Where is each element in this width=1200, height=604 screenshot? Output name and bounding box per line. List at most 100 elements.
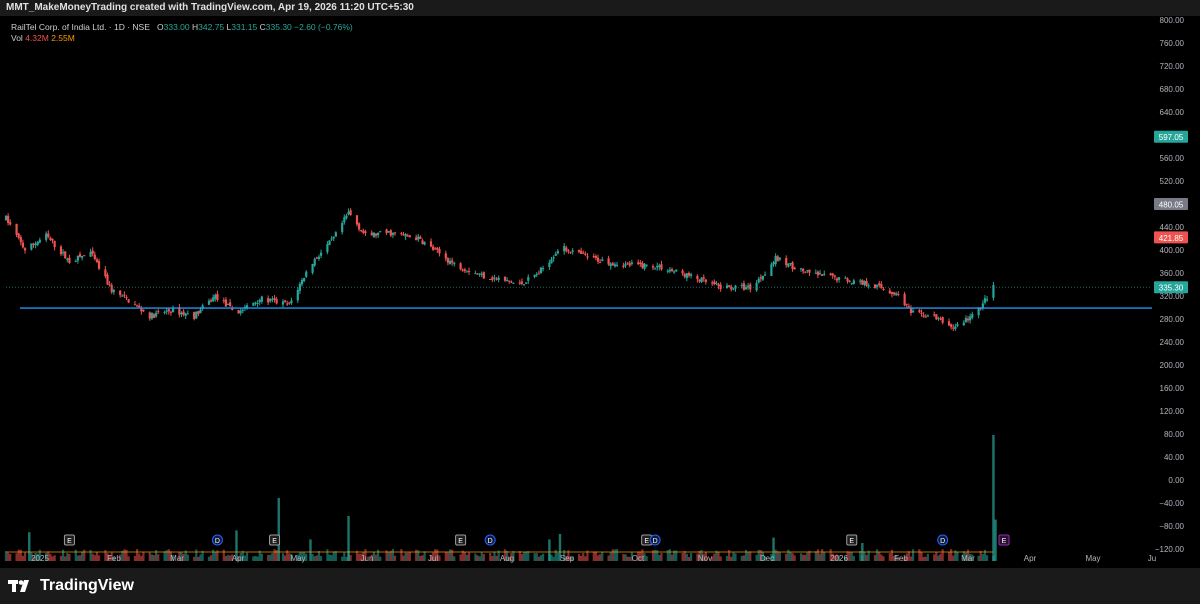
volume-bar bbox=[755, 554, 758, 561]
volume-bar bbox=[51, 556, 54, 561]
candle-body bbox=[38, 239, 41, 243]
volume-spike-bar bbox=[28, 532, 31, 561]
volume-bar bbox=[372, 551, 376, 561]
candle-body bbox=[846, 278, 849, 282]
candle-body bbox=[518, 282, 521, 284]
candle-body bbox=[981, 303, 984, 309]
volume-bar bbox=[123, 549, 126, 561]
candle-body bbox=[400, 233, 403, 235]
candle-body bbox=[924, 316, 927, 318]
candle-body bbox=[964, 318, 968, 323]
candle-body bbox=[890, 292, 894, 295]
volume-bar bbox=[878, 551, 881, 561]
candle-body bbox=[315, 257, 318, 259]
earnings-marker-label: E bbox=[1002, 538, 1007, 545]
volume-bar bbox=[260, 553, 263, 561]
candle-body bbox=[818, 272, 822, 275]
volume-bar bbox=[719, 556, 722, 561]
candle-body bbox=[434, 248, 437, 250]
volume-bar bbox=[804, 554, 807, 561]
candle-body bbox=[966, 318, 970, 321]
volume-bar bbox=[497, 550, 500, 561]
volume-bar bbox=[732, 552, 735, 561]
candle-body bbox=[907, 306, 910, 308]
volume-spike-bar bbox=[548, 539, 551, 561]
candle-body bbox=[283, 300, 287, 302]
candle-body bbox=[271, 299, 274, 301]
volume-bar bbox=[535, 552, 538, 561]
candle-body bbox=[482, 272, 485, 279]
volume-bar bbox=[330, 555, 333, 561]
volume-bar bbox=[865, 554, 868, 561]
volume-bar bbox=[387, 552, 390, 561]
candle-body bbox=[49, 237, 52, 240]
candle-body bbox=[683, 274, 686, 277]
candle-body bbox=[926, 315, 929, 317]
tradingview-logo[interactable]: TradingView bbox=[8, 577, 134, 595]
candle-body bbox=[918, 310, 921, 313]
volume-bar bbox=[305, 553, 308, 561]
volume-bar bbox=[199, 554, 202, 561]
candle-body bbox=[698, 279, 701, 282]
candle-body bbox=[436, 247, 439, 250]
candle-body bbox=[567, 250, 570, 252]
volume-bar bbox=[814, 551, 817, 561]
candle-body bbox=[757, 278, 760, 283]
volume-bar bbox=[808, 550, 811, 561]
candle-body bbox=[852, 280, 855, 284]
candle-body bbox=[438, 248, 441, 254]
volume-bar bbox=[761, 551, 765, 561]
candle-body bbox=[873, 284, 877, 289]
volume-bar bbox=[89, 549, 92, 561]
candle-body bbox=[772, 262, 775, 265]
volume-bar bbox=[969, 553, 972, 561]
candle-body bbox=[673, 271, 676, 273]
candle-body bbox=[150, 312, 153, 319]
volume-spike-bar bbox=[347, 516, 350, 561]
candle-body bbox=[641, 262, 644, 268]
candle-body bbox=[715, 283, 718, 285]
time-axis-label: Apr bbox=[232, 554, 245, 563]
volume-bar bbox=[599, 554, 602, 561]
candle-body bbox=[30, 243, 33, 250]
candle-body bbox=[74, 261, 77, 263]
volume-bar bbox=[554, 549, 557, 561]
volume-bar bbox=[979, 550, 982, 561]
candle-body bbox=[296, 289, 299, 301]
candle-body bbox=[643, 264, 646, 269]
volume-bar bbox=[404, 552, 407, 561]
volume-bar bbox=[763, 556, 767, 561]
candle-body bbox=[415, 237, 418, 241]
candle-body bbox=[171, 308, 175, 312]
volume-bar bbox=[243, 555, 247, 561]
volume-bar bbox=[453, 556, 456, 561]
volume-bar bbox=[725, 555, 729, 561]
volume-bar bbox=[467, 552, 471, 561]
candle-body bbox=[533, 274, 536, 277]
volume-bar bbox=[550, 554, 553, 561]
candle-body bbox=[835, 278, 839, 281]
candle-body bbox=[823, 273, 826, 275]
candle-body bbox=[229, 302, 232, 306]
candle-body bbox=[182, 311, 185, 315]
candle-body bbox=[759, 277, 762, 279]
volume-bar bbox=[7, 552, 10, 561]
candle-body bbox=[260, 296, 263, 302]
candle-body bbox=[334, 232, 337, 237]
volume-bar bbox=[391, 549, 395, 561]
candle-body bbox=[142, 309, 145, 312]
candle-body bbox=[935, 314, 938, 320]
candle-body bbox=[9, 222, 12, 225]
candle-body bbox=[937, 317, 940, 319]
candle-body bbox=[491, 277, 494, 280]
candle-body bbox=[64, 251, 67, 259]
volume-bar bbox=[882, 556, 885, 561]
volume-bar bbox=[491, 555, 494, 561]
volume-bar bbox=[385, 550, 388, 561]
time-axis-label: Oct bbox=[632, 554, 645, 563]
time-axis-label: Aug bbox=[500, 554, 514, 563]
volume-bar bbox=[489, 552, 492, 561]
time-axis-label: Dec bbox=[760, 554, 774, 563]
